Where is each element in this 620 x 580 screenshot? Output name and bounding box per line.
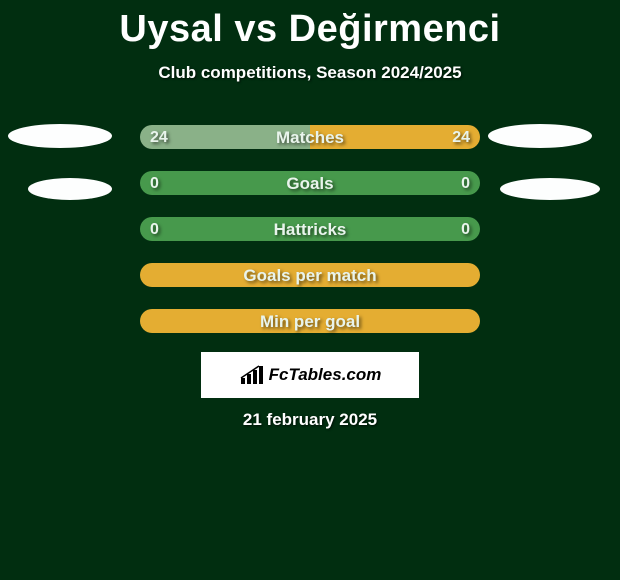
stat-value-left: 0 bbox=[150, 175, 159, 193]
stat-row-gpm: Goals per match bbox=[0, 263, 620, 289]
player-marker-right-2 bbox=[500, 178, 600, 200]
stat-row-mpg: Min per goal bbox=[0, 309, 620, 335]
brand-text: FcTables.com bbox=[269, 365, 382, 385]
snapshot-date: 21 february 2025 bbox=[243, 410, 377, 430]
player-marker-left-1 bbox=[8, 124, 112, 148]
stat-value-left: 0 bbox=[150, 221, 159, 239]
stat-label: Min per goal bbox=[260, 312, 360, 332]
stat-value-left: 24 bbox=[150, 129, 168, 147]
comparison-subtitle: Club competitions, Season 2024/2025 bbox=[0, 63, 620, 83]
stat-value-right: 24 bbox=[452, 129, 470, 147]
stat-label: Matches bbox=[276, 128, 344, 148]
stat-rows: 24 Matches 24 0 Goals 0 0 Hattricks 0 Go… bbox=[0, 125, 620, 355]
stat-row-hattricks: 0 Hattricks 0 bbox=[0, 217, 620, 243]
player-marker-right-1 bbox=[488, 124, 592, 148]
stat-label: Goals per match bbox=[243, 266, 376, 286]
comparison-title: Uysal vs Değirmenci bbox=[0, 0, 620, 51]
stat-label: Goals bbox=[286, 174, 333, 194]
stat-value-right: 0 bbox=[461, 221, 470, 239]
player-marker-left-2 bbox=[28, 178, 112, 200]
stat-label: Hattricks bbox=[274, 220, 347, 240]
brand-badge: FcTables.com bbox=[201, 352, 419, 398]
stat-value-right: 0 bbox=[461, 175, 470, 193]
bar-chart-icon bbox=[239, 364, 265, 386]
